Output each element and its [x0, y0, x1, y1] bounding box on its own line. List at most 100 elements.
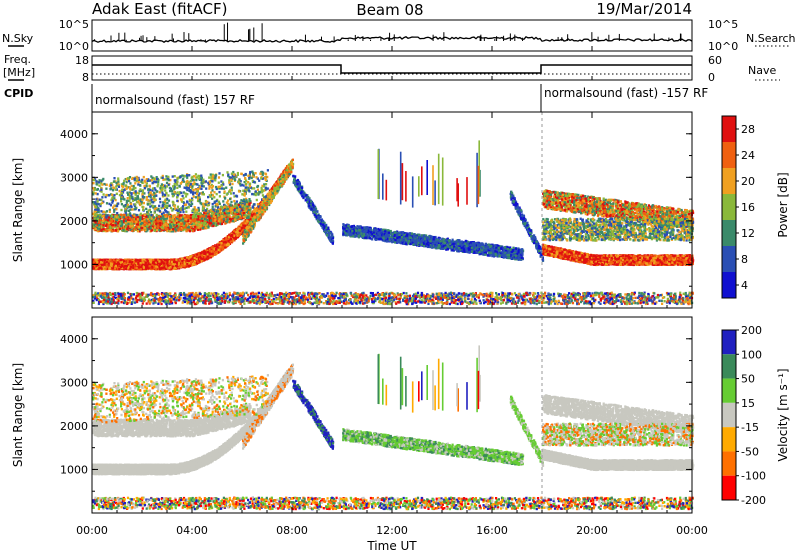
power-cell: [104, 263, 106, 265]
power-cell: [92, 267, 94, 269]
power-cell: [179, 265, 181, 267]
power-cell: [175, 259, 177, 261]
power-cell: [215, 248, 217, 250]
power-cell: [155, 259, 157, 261]
power-cell: [181, 260, 183, 262]
power-cell: [239, 233, 241, 235]
power-cell: [190, 255, 192, 257]
nsearch-label: N.Search: [746, 32, 796, 45]
power-cell: [181, 264, 183, 266]
power-cell: [199, 260, 201, 262]
power-cell: [142, 261, 144, 263]
power-cell: [196, 258, 198, 260]
power-cell: [190, 259, 192, 261]
power-cell: [207, 256, 209, 258]
power-cell: [187, 260, 189, 262]
noise-tick-bottom-right: 10^0: [708, 40, 738, 53]
figure: Adak East (fitACF) Beam 08 19/Mar/2014 N…: [0, 0, 800, 554]
power-cell: [137, 262, 139, 264]
power-cell: [218, 244, 220, 246]
power-cell: [164, 259, 166, 261]
power-cell: [136, 259, 138, 261]
power-cell: [247, 220, 249, 222]
noise-tick-bottom-left: 10^0: [59, 40, 89, 53]
power-cell: [233, 237, 235, 239]
cpid-2: normalsound (fast) -157 RF: [544, 86, 708, 100]
power-cell: [98, 267, 100, 269]
power-cell: [221, 245, 223, 247]
power-cell: [224, 244, 226, 246]
power-cell: [196, 253, 198, 255]
power-cell: [120, 259, 122, 261]
power-cell: [123, 262, 125, 264]
power-cell: [188, 265, 190, 267]
power-cell: [172, 263, 174, 265]
power-cell: [200, 252, 202, 254]
power-cell: [209, 250, 211, 252]
power-cell: [153, 263, 155, 265]
nave-tick-top: 60: [708, 54, 722, 67]
power-cell: [130, 266, 132, 268]
power-cell: [194, 257, 196, 259]
power-cell: [160, 263, 162, 265]
power-cell: [147, 262, 149, 264]
power-cell: [240, 224, 242, 226]
power-cell: [145, 262, 147, 264]
power-cell: [218, 249, 220, 251]
power-cell: [133, 261, 135, 263]
cpid-1: normalsound (fast) 157 RF: [95, 93, 255, 107]
date-title: 19/Mar/2014: [596, 0, 692, 18]
beam-title: Beam 08: [356, 1, 423, 19]
power-cell: [149, 265, 151, 267]
power-cell: [224, 241, 226, 243]
power-cell: [190, 261, 192, 263]
power-cell: [207, 251, 209, 253]
power-cell: [143, 266, 145, 268]
power-cell: [171, 261, 173, 263]
power-cell: [112, 259, 114, 261]
noise-sky-line: [92, 37, 692, 42]
power-cell: [93, 261, 95, 263]
power-cell: [140, 262, 142, 264]
power-cell: [96, 261, 98, 263]
power-cell: [230, 235, 232, 237]
power-cell: [166, 261, 168, 263]
power-cell: [225, 237, 227, 239]
power-scatter: [92, 112, 694, 308]
power-cell: [101, 264, 103, 266]
power-cell: [208, 252, 210, 254]
power-cell: [192, 263, 194, 265]
power-cell: [147, 260, 149, 262]
power-cell: [106, 264, 108, 266]
radar-title: Adak East (fitACF): [92, 0, 227, 18]
power-cell: [184, 263, 186, 265]
power-cell: [129, 261, 131, 263]
power-cell: [230, 238, 232, 240]
power-cell: [110, 259, 112, 261]
power-cell: [95, 267, 97, 269]
power-cell: [212, 250, 214, 252]
power-cell: [203, 251, 205, 253]
power-cell: [121, 264, 123, 266]
power-cell: [132, 267, 134, 269]
power-cell: [222, 241, 224, 243]
power-cell: [110, 264, 112, 266]
cpid-label: CPID: [4, 87, 33, 100]
power-cell: [112, 267, 114, 269]
power-cell: [170, 263, 172, 265]
nave-label: Nave: [748, 64, 776, 77]
power-cell: [150, 261, 152, 263]
power-cell: [104, 259, 106, 261]
power-cell: [146, 265, 148, 267]
power-cell: [114, 261, 116, 263]
power-cell: [115, 265, 117, 267]
power-cell: [233, 230, 235, 232]
power-cell: [106, 261, 108, 263]
power-cell: [242, 222, 244, 224]
power-cell: [163, 262, 165, 264]
power-cell: [174, 261, 176, 263]
power-cell: [94, 259, 96, 261]
power-cell: [100, 261, 102, 263]
power-cell: [145, 268, 147, 270]
